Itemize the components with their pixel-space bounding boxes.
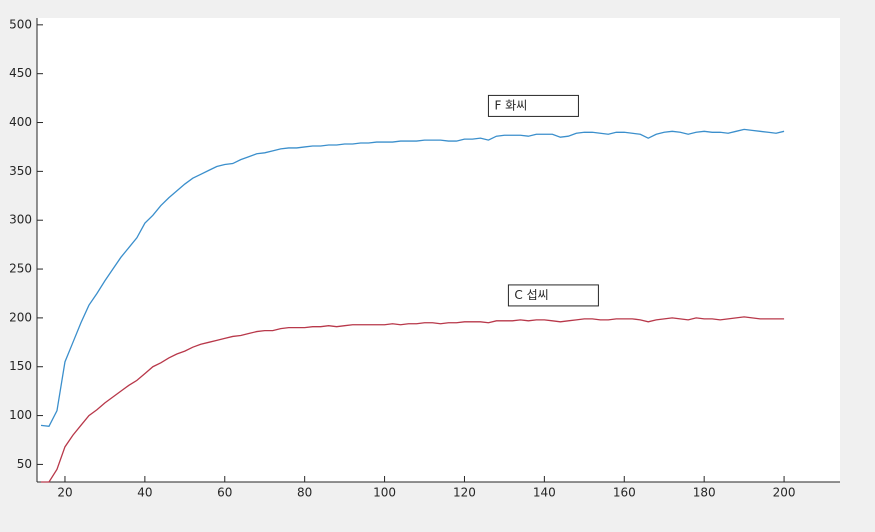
x-tick-label: 60 [217, 486, 232, 500]
y-tick-label: 50 [17, 457, 32, 471]
y-tick-label: 400 [9, 115, 32, 129]
x-tick-label: 80 [297, 486, 312, 500]
x-tick-label: 100 [373, 486, 396, 500]
annotation-box [487, 94, 579, 117]
y-tick-label: 250 [9, 262, 32, 276]
y-tick-label: 300 [9, 213, 32, 227]
x-tick-label: 20 [57, 486, 72, 500]
y-tick-label: 150 [9, 359, 32, 373]
x-tick-label: 140 [533, 486, 556, 500]
annotation-box [507, 284, 599, 307]
x-tick-label: 40 [137, 486, 152, 500]
y-tick-label: 450 [9, 66, 32, 80]
y-tick-label: 500 [9, 17, 32, 31]
line [40, 316, 785, 483]
x-tick-label: 120 [453, 486, 476, 500]
y-tick-label: 350 [9, 164, 32, 178]
y-tick-label: 100 [9, 408, 32, 422]
line [40, 128, 785, 428]
x-tick-label: 180 [693, 486, 716, 500]
x-tick-label: 200 [773, 486, 796, 500]
annotation: C 섭씨 [514, 288, 548, 302]
x-tick-label: 160 [613, 486, 636, 500]
plot-area [37, 18, 840, 482]
annotation: F 화씨 [494, 98, 527, 112]
y-tick-label: 200 [9, 310, 32, 324]
